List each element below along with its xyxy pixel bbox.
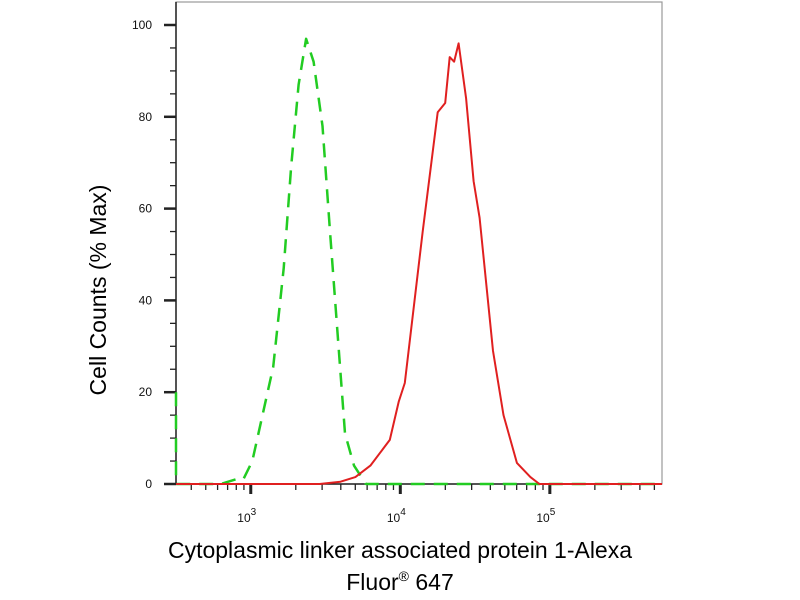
x-axis: 103 104 105 [176,483,662,525]
x-tick-exponent: 4 [400,507,406,518]
registered-mark: ® [399,568,410,584]
x-tick-base: 10 [237,511,251,525]
x-axis-title-fluor: Fluor [346,569,399,595]
x-axis-title-number: 647 [409,569,454,595]
y-axis-title: Cell Counts (% Max) [85,185,111,396]
y-tick-label: 40 [139,293,153,307]
y-tick-label: 0 [145,477,152,491]
x-tick-base: 10 [536,511,550,525]
x-axis-title-line2: Fluor® 647 [346,568,454,595]
x-tick-exponent: 5 [550,507,556,518]
x-tick-base: 10 [387,511,401,525]
plot-frame [175,1,663,485]
y-tick-label: 100 [132,18,152,32]
control-histogram-line [174,37,662,486]
y-tick-label: 60 [139,202,153,216]
y-tick-label: 20 [139,385,153,399]
y-tick-label: 80 [139,110,153,124]
x-tick-label: 104 [387,507,406,525]
x-tick-exponent: 3 [251,507,257,518]
series-group [174,37,662,486]
sample-histogram-line [176,42,662,485]
x-axis-title-line1: Cytoplasmic linker associated protein 1-… [168,537,632,563]
y-axis: 0 20 40 60 80 100 [132,2,177,491]
x-tick-label: 103 [237,507,256,525]
x-tick-label: 105 [536,507,555,525]
